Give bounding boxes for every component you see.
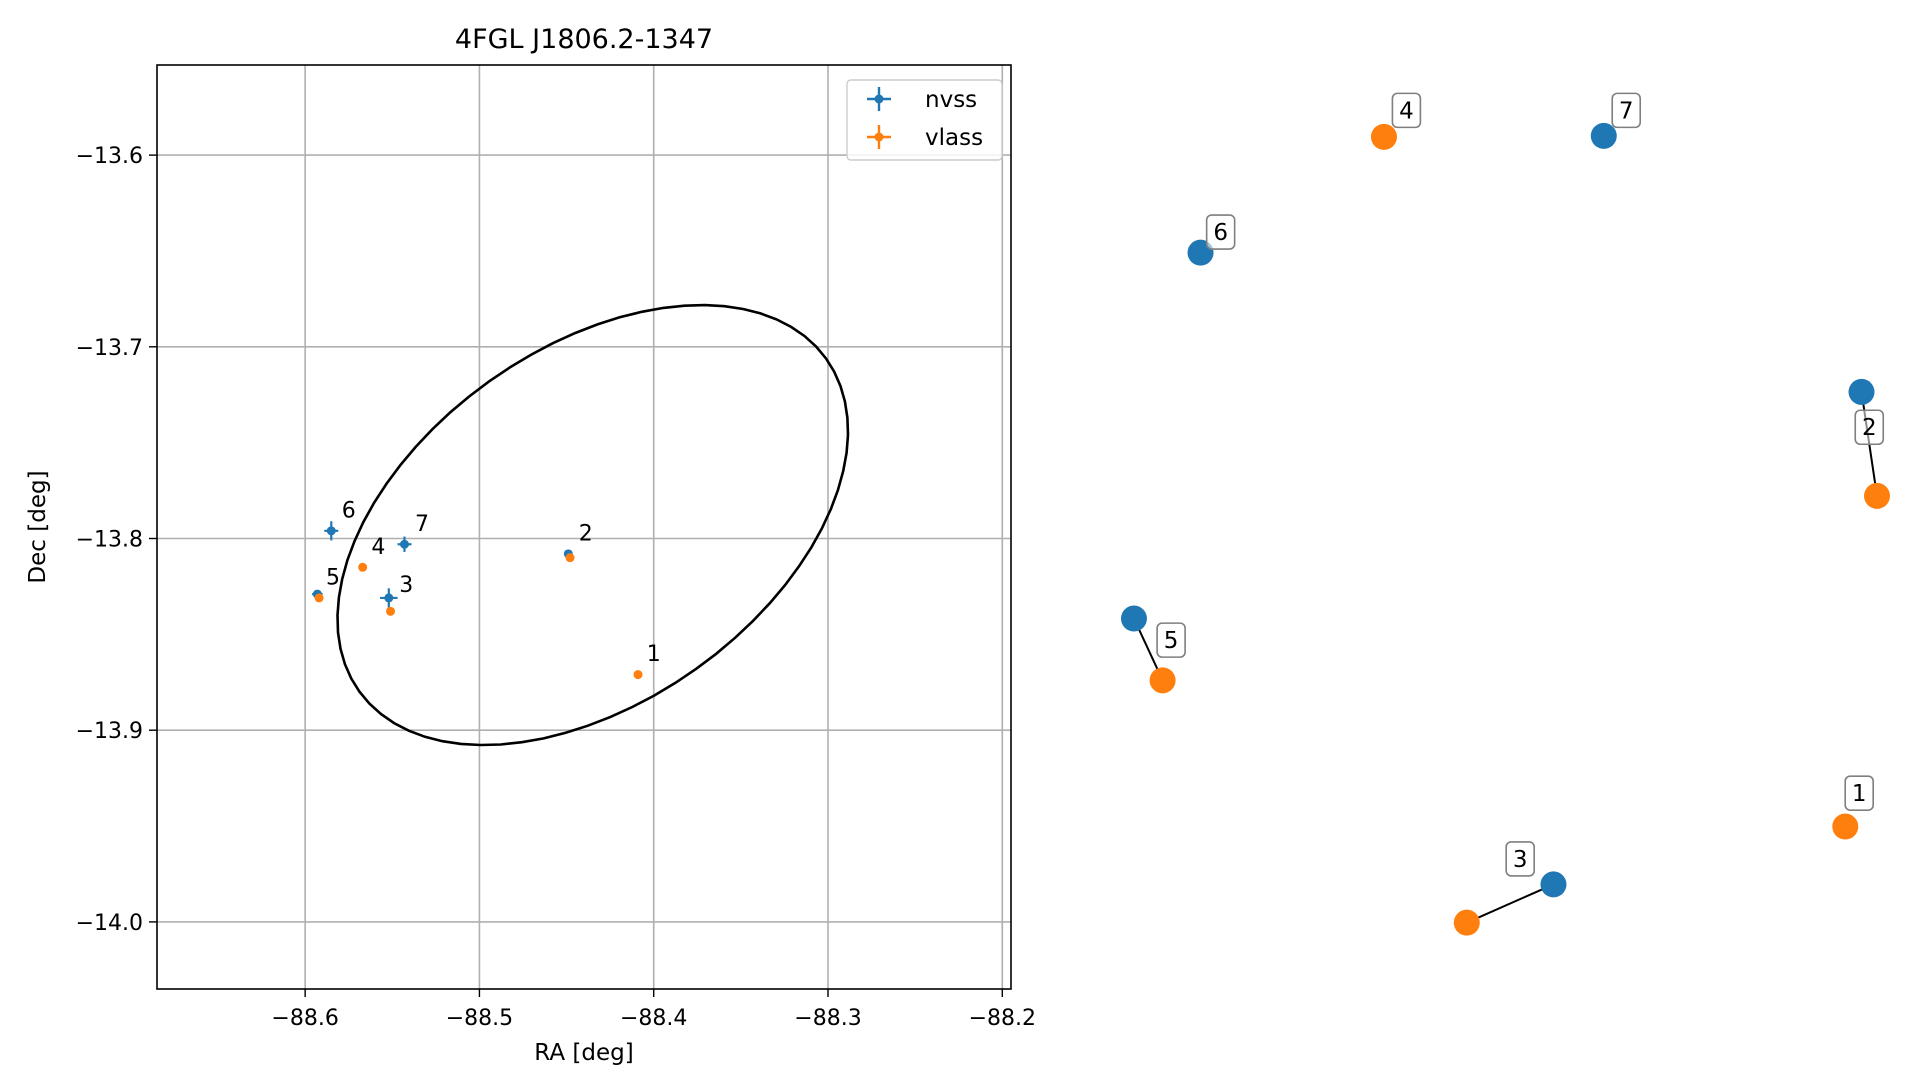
localization-ellipse xyxy=(336,303,850,747)
nvss-point-6 xyxy=(324,521,339,541)
x-tick-label: −88.6 xyxy=(271,1006,338,1031)
match-label-6: 6 xyxy=(1205,214,1236,250)
vlass-marker xyxy=(633,670,643,680)
match-label-text: 5 xyxy=(1164,628,1179,654)
vlass-point-5 xyxy=(314,593,324,603)
grid xyxy=(157,65,1011,989)
match-panel: 4 7 6 2 5 1 3 xyxy=(1120,92,1890,936)
x-tick-label: −88.3 xyxy=(794,1006,861,1031)
vlass-marker xyxy=(314,593,324,603)
vlass-marker xyxy=(358,562,368,572)
match-label-7: 7 xyxy=(1611,92,1642,129)
chart-title: 4FGL J1806.2-1347 xyxy=(455,24,713,55)
match-label-box xyxy=(1205,214,1236,250)
vlass-point-4 xyxy=(358,562,368,572)
point-label-7: 7 xyxy=(415,512,429,537)
y-tick-label: −14.0 xyxy=(76,911,143,936)
x-tick-label: −88.2 xyxy=(969,1006,1036,1031)
legend: nvss vlass xyxy=(846,79,1003,161)
vlass-match-point-3 xyxy=(1453,909,1480,936)
match-label-text: 4 xyxy=(1399,98,1414,124)
point-label-4: 4 xyxy=(371,535,385,560)
legend-vlass-marker xyxy=(874,132,884,142)
match-label-text: 6 xyxy=(1213,220,1228,246)
point-label-1: 1 xyxy=(647,642,661,667)
match-label-box xyxy=(1611,92,1642,129)
legend-nvss-label: nvss xyxy=(925,87,977,113)
nvss-match-point-5 xyxy=(1120,605,1147,632)
vlass-match-point-4 xyxy=(1370,123,1397,150)
match-label-2: 2 xyxy=(1854,409,1885,446)
y-tick-label: −13.6 xyxy=(76,144,143,169)
vlass-point-2 xyxy=(565,553,575,563)
point-label-5: 5 xyxy=(326,566,340,591)
match-labels-layer: 4 7 6 2 5 1 3 xyxy=(1156,92,1885,877)
match-label-box xyxy=(1391,92,1422,129)
point-label-2: 2 xyxy=(579,521,593,546)
match-points-layer xyxy=(1120,122,1890,936)
vlass-marker xyxy=(386,606,396,616)
x-axis-label: RA [deg] xyxy=(534,1040,633,1066)
match-label-box xyxy=(1854,409,1885,446)
point-label-3: 3 xyxy=(399,573,413,598)
nvss-match-point-2 xyxy=(1848,378,1875,405)
vlass-point-1 xyxy=(633,670,643,680)
y-tick-label: −13.8 xyxy=(76,528,143,553)
y-tick-label: −13.9 xyxy=(76,719,143,744)
y-tick-label: −13.7 xyxy=(76,336,143,361)
nvss-marker xyxy=(326,526,336,536)
match-label-5: 5 xyxy=(1156,622,1186,658)
x-tick-label: −88.4 xyxy=(620,1006,687,1031)
nvss-marker xyxy=(384,593,394,603)
vlass-point-3 xyxy=(386,606,396,616)
vlass-match-point-5 xyxy=(1149,667,1176,694)
point-labels-layer: 6 7 4 5 3 2 1 xyxy=(326,498,661,667)
match-label-text: 3 xyxy=(1513,847,1528,873)
match-label-box xyxy=(1505,841,1535,877)
vlass-marker xyxy=(565,553,575,563)
match-label-3: 3 xyxy=(1505,841,1535,877)
localization-ellipse-layer xyxy=(336,303,850,747)
vlass-match-point-2 xyxy=(1864,482,1890,509)
nvss-marker xyxy=(399,539,409,549)
legend-nvss-marker xyxy=(874,94,884,104)
match-label-text: 7 xyxy=(1619,98,1634,124)
match-label-1: 1 xyxy=(1844,775,1874,811)
point-label-6: 6 xyxy=(342,498,356,523)
plot-frame xyxy=(156,64,1012,990)
nvss-match-point-7 xyxy=(1590,122,1617,149)
match-label-4: 4 xyxy=(1391,92,1422,129)
match-link-3 xyxy=(1466,883,1554,924)
nvss-match-point-3 xyxy=(1540,871,1567,898)
match-label-box xyxy=(1844,775,1874,811)
y-axis-label: Dec [deg] xyxy=(25,470,51,583)
match-links-layer xyxy=(1133,391,1878,924)
vlass-match-point-1 xyxy=(1832,813,1859,840)
nvss-point-3 xyxy=(380,588,398,608)
match-label-box xyxy=(1156,622,1186,658)
match-label-text: 1 xyxy=(1852,781,1867,807)
y-axis-ticks: −13.6 −13.7 −13.8 −13.9 −14.0 xyxy=(76,144,157,936)
legend-vlass-label: vlass xyxy=(925,125,983,151)
x-tick-label: −88.5 xyxy=(446,1006,513,1031)
nvss-point-7 xyxy=(397,536,412,552)
source-points-layer xyxy=(312,521,643,680)
match-label-text: 2 xyxy=(1862,415,1877,441)
x-axis-ticks: −88.6 −88.5 −88.4 −88.3 −88.2 xyxy=(271,989,1036,1031)
